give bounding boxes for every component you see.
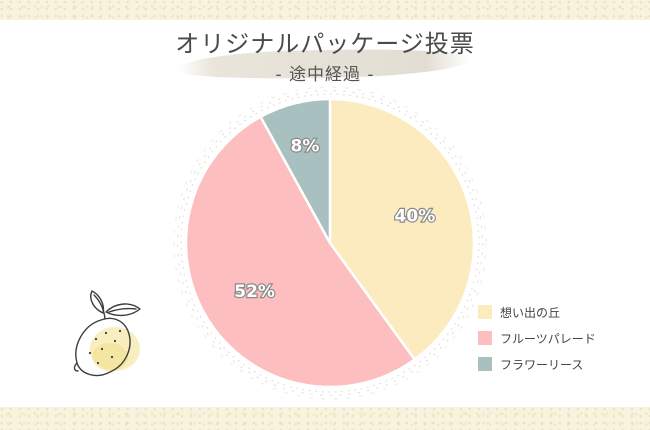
pie-slice-omoide bbox=[328, 97, 476, 362]
lemon-icon bbox=[73, 290, 141, 377]
pie-dotted-ring bbox=[173, 86, 487, 400]
pie-labels: 40% 52% 8% bbox=[233, 135, 436, 303]
legend-swatch-omoide bbox=[478, 305, 492, 319]
chart-subtitle: - 途中経過 - bbox=[275, 65, 375, 85]
top-texture-band bbox=[0, 0, 650, 20]
legend: 想い出の丘 フルーツパレード フラワーリース bbox=[478, 303, 596, 381]
legend-item-flower-wreath: フラワーリース bbox=[478, 355, 596, 373]
bottom-texture-band bbox=[0, 407, 650, 430]
legend-swatch-flower-wreath bbox=[478, 357, 492, 371]
legend-item-omoide: 想い出の丘 bbox=[478, 303, 596, 321]
legend-label-flower-wreath: フラワーリース bbox=[500, 357, 584, 372]
legend-label-omoide: 想い出の丘 bbox=[500, 305, 561, 320]
legend-item-fruit-parade: フルーツパレード bbox=[478, 329, 596, 347]
legend-label-fruit-parade: フルーツパレード bbox=[500, 331, 596, 346]
legend-swatch-fruit-parade bbox=[478, 331, 492, 345]
chart-title: オリジナルパッケージ投票 bbox=[175, 30, 475, 58]
pie-label-flower-wreath: 8% bbox=[290, 136, 319, 156]
pie-label-omoide: 40% bbox=[395, 206, 436, 226]
pie-label-fruit-parade: 52% bbox=[234, 282, 275, 302]
pie-slice-fruit-parade bbox=[184, 115, 417, 389]
pie-slices bbox=[184, 97, 476, 389]
pie-slice-flower-wreath bbox=[258, 97, 332, 244]
